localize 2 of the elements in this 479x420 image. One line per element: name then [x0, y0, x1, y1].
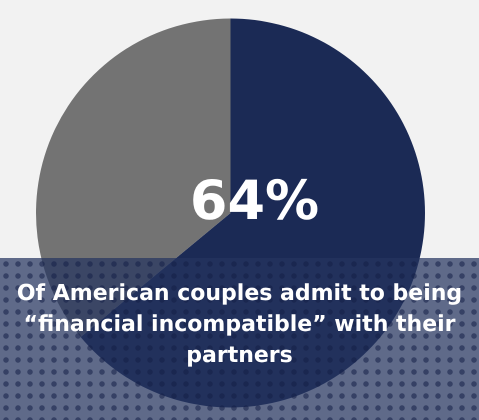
text: Of American couples admit to being “financial incompatible” with their partners: [16, 280, 464, 370]
data-label: 64%: [190, 169, 320, 232]
